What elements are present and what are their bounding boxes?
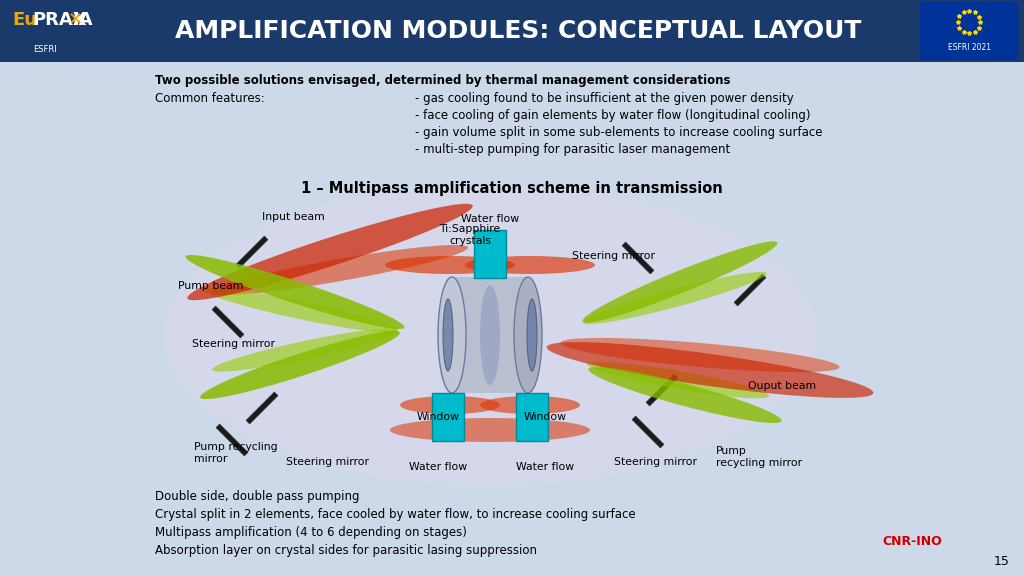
Text: Pump
recycling mirror: Pump recycling mirror — [716, 446, 802, 468]
Text: ESFRI: ESFRI — [33, 46, 57, 55]
Ellipse shape — [202, 287, 398, 332]
Text: Double side, double pass pumping: Double side, double pass pumping — [155, 490, 359, 503]
Ellipse shape — [589, 367, 781, 423]
Text: PRAX: PRAX — [32, 11, 87, 29]
Bar — [632, 416, 664, 448]
Text: - face cooling of gain elements by water flow (longitudinal cooling): - face cooling of gain elements by water… — [415, 109, 811, 122]
Text: Pump beam: Pump beam — [178, 281, 244, 291]
Bar — [623, 242, 654, 274]
Ellipse shape — [385, 256, 515, 274]
Bar — [734, 274, 766, 306]
Ellipse shape — [165, 185, 815, 485]
Text: Input beam: Input beam — [262, 212, 325, 222]
Text: ESFRI 2021: ESFRI 2021 — [947, 43, 990, 51]
Bar — [432, 393, 464, 441]
Bar — [237, 236, 268, 268]
Text: Pump recycling
mirror: Pump recycling mirror — [194, 442, 278, 464]
Text: 15: 15 — [994, 555, 1010, 568]
Text: Water flow: Water flow — [461, 214, 519, 224]
Text: Multipass amplification (4 to 6 depending on stages): Multipass amplification (4 to 6 dependin… — [155, 526, 467, 539]
Text: Steering mirror: Steering mirror — [193, 339, 275, 349]
Ellipse shape — [200, 331, 400, 399]
Bar — [0, 0, 1024, 62]
Text: IA: IA — [72, 11, 92, 29]
Text: Window: Window — [417, 412, 460, 422]
Bar — [920, 2, 1018, 60]
Bar — [646, 374, 678, 406]
Text: Window: Window — [523, 412, 566, 422]
Text: Steering mirror: Steering mirror — [572, 251, 655, 261]
Ellipse shape — [400, 396, 500, 414]
Ellipse shape — [514, 277, 542, 393]
Text: Eu: Eu — [12, 11, 37, 29]
Text: Steering mirror: Steering mirror — [286, 457, 369, 467]
Ellipse shape — [212, 328, 398, 372]
Text: Crystal split in 2 elements, face cooled by water flow, to increase cooling surf: Crystal split in 2 elements, face cooled… — [155, 508, 636, 521]
Ellipse shape — [212, 245, 468, 295]
Text: 1 – Multipass amplification scheme in transmission: 1 – Multipass amplification scheme in tr… — [301, 180, 723, 195]
Text: Ouput beam: Ouput beam — [748, 381, 816, 391]
Text: Steering mirror: Steering mirror — [614, 457, 697, 467]
Ellipse shape — [560, 338, 840, 372]
Bar — [516, 393, 548, 441]
Text: - multi-step pumping for parasitic laser management: - multi-step pumping for parasitic laser… — [415, 143, 730, 156]
Ellipse shape — [480, 285, 500, 385]
Text: CNR-INO: CNR-INO — [882, 535, 942, 548]
Bar — [216, 424, 248, 456]
Bar — [246, 392, 278, 424]
Text: Ti:Sapphire
crystals: Ti:Sapphire crystals — [439, 225, 501, 246]
Bar — [474, 230, 506, 278]
Text: Common features:: Common features: — [155, 92, 265, 105]
Text: - gain volume split in some sub-elements to increase cooling surface: - gain volume split in some sub-elements… — [415, 126, 822, 139]
Bar — [212, 306, 244, 338]
Text: - gas cooling found to be insufficient at the given power density: - gas cooling found to be insufficient a… — [415, 92, 794, 105]
Ellipse shape — [465, 256, 595, 274]
Ellipse shape — [443, 299, 453, 371]
Text: Water flow: Water flow — [516, 462, 574, 472]
Ellipse shape — [583, 241, 777, 323]
Text: Two possible solutions envisaged, determined by thermal management consideration: Two possible solutions envisaged, determ… — [155, 74, 730, 87]
Ellipse shape — [390, 418, 590, 442]
Ellipse shape — [438, 277, 466, 393]
Text: ✕: ✕ — [68, 11, 83, 29]
Ellipse shape — [527, 299, 537, 371]
Bar — [452, 277, 528, 393]
Text: Water flow: Water flow — [409, 462, 467, 472]
Ellipse shape — [185, 255, 404, 329]
Ellipse shape — [547, 342, 873, 398]
Text: AMPLIFICATION MODULES: CONCEPTUAL LAYOUT: AMPLIFICATION MODULES: CONCEPTUAL LAYOUT — [175, 19, 861, 43]
Ellipse shape — [187, 204, 473, 300]
Text: Absorption layer on crystal sides for parasitic lasing suppression: Absorption layer on crystal sides for pa… — [155, 544, 537, 557]
Ellipse shape — [480, 396, 580, 414]
Ellipse shape — [587, 362, 769, 399]
Ellipse shape — [584, 272, 767, 324]
